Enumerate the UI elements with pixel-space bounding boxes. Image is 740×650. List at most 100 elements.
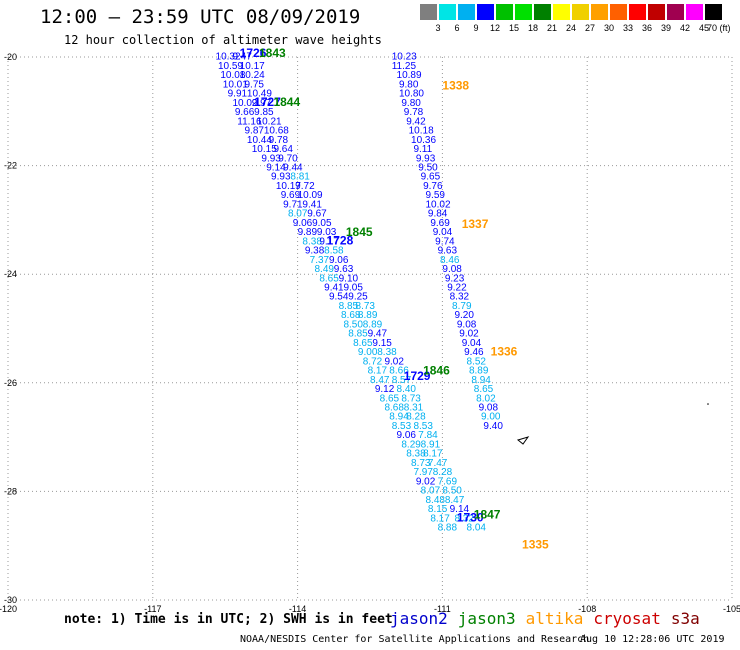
wave-height-value: 8.65: [319, 273, 339, 284]
wave-height-value: 8.28: [406, 412, 426, 423]
wave-height-value: 8.85: [339, 301, 359, 312]
wave-height-value: 10.89: [397, 70, 422, 81]
wave-height-value: 10.02: [232, 98, 257, 109]
wave-height-value: 8.88: [438, 522, 458, 533]
wave-height-value: 9.84: [428, 209, 448, 220]
wave-height-value: 8.73: [356, 301, 376, 312]
wave-height-value: 8.28: [433, 467, 453, 478]
pass-number-label: 1846: [423, 364, 450, 378]
wave-height-value: 8.65: [380, 393, 400, 404]
color-tick-label: 42: [679, 23, 690, 33]
wave-height-value: 8.15: [428, 504, 448, 515]
wave-height-value: 9.06: [293, 218, 313, 229]
legend-item: jason3: [457, 609, 516, 628]
wave-height-value: 9.67: [307, 209, 327, 220]
pass-number-label: 1726: [240, 46, 267, 60]
wave-height-value: 9.22: [447, 282, 467, 293]
legend-item: s3a: [670, 609, 700, 628]
wave-height-value: 9.08: [442, 264, 462, 275]
wave-height-value: 9.04: [433, 227, 453, 238]
wave-height-value: 10.09: [298, 190, 323, 201]
wave-height-value: 9.41: [302, 199, 322, 210]
pass-number-label: 1730: [457, 510, 484, 524]
footer-credit: NOAA/NESDIS Center for Satellite Applica…: [240, 634, 590, 645]
wave-height-value: 8.65: [474, 384, 494, 395]
color-swatch: [534, 4, 551, 20]
small-island: [707, 403, 709, 405]
wave-height-value: 10.59: [218, 61, 243, 72]
wave-height-value: 8.72: [363, 356, 383, 367]
color-tick-label: 27: [584, 23, 595, 33]
wave-height-value: 8.68: [384, 402, 404, 413]
wave-height-value: 11.25: [392, 61, 417, 72]
note-text: note: 1) Time is in UTC; 2) SWH is in fe…: [64, 612, 393, 627]
wave-height-value: 10.68: [264, 126, 289, 137]
wave-height-value: 9.63: [438, 246, 458, 257]
wave-height-value: 8.02: [476, 393, 496, 404]
wave-height-value: 10.80: [399, 89, 424, 100]
color-swatch: [553, 4, 570, 20]
wave-height-value: 9.93: [261, 153, 281, 164]
wave-height-value: 9.78: [269, 135, 289, 146]
wave-height-value: 8.53: [392, 421, 412, 432]
color-tick-label: 3: [435, 23, 441, 33]
wave-height-value: 9.08: [457, 319, 477, 330]
wave-height-value: 8.47: [445, 495, 465, 506]
pass-number-label: 1336: [491, 345, 518, 359]
wave-height-value: 9.06: [329, 255, 349, 266]
y-tick-label: -30: [4, 595, 17, 605]
wave-height-value: 9.59: [426, 190, 446, 201]
color-swatch: [591, 4, 608, 20]
wave-height-value: 9.46: [464, 347, 484, 358]
wave-height-value: 9.14: [450, 504, 470, 515]
map-grid: [7, 56, 733, 601]
wave-height-value: 10.08: [220, 70, 245, 81]
pass-number-label: 1847: [474, 508, 501, 522]
wave-height-value: 9.64: [273, 144, 293, 155]
pass-number-label: 1729: [404, 369, 431, 383]
y-tick-label: -26: [4, 378, 17, 388]
wave-height-value: 8.07: [288, 209, 308, 220]
wave-height-value: 8.91: [421, 439, 441, 450]
color-tick-label: 36: [641, 23, 652, 33]
wave-height-value: 10.15: [252, 144, 277, 155]
wave-height-value: 7.97: [413, 467, 433, 478]
wave-height-value: 9.97: [252, 98, 272, 109]
wave-height-value: 8.04: [467, 522, 487, 533]
x-tick-label: -120: [0, 604, 17, 614]
wave-height-value: 10.01: [223, 79, 248, 90]
color-swatch: [458, 4, 475, 20]
color-tick-label: 45: [698, 23, 709, 33]
y-tick-label: -24: [4, 269, 17, 279]
wave-height-value: 7.37: [310, 255, 330, 266]
color-swatch: [610, 4, 627, 20]
x-tick-label: -108: [578, 604, 596, 614]
wave-height-value: 9.17: [319, 236, 339, 247]
wave-height-value: 9.69: [430, 218, 450, 229]
wave-height-value: 9.40: [483, 421, 503, 432]
pass-number-label: 1844: [273, 95, 300, 109]
wave-height-value: 10.36: [411, 135, 436, 146]
page-title: 12:00 – 23:59 UTC 08/09/2019: [40, 6, 361, 28]
wave-height-value: 10.02: [426, 199, 451, 210]
satellite-legend: jason2 jason3 altika cryosat s3a: [390, 609, 710, 628]
wave-height-value: 9.00: [481, 412, 501, 423]
wave-height-value: 9.89: [298, 227, 318, 238]
pass-number-label: 1728: [327, 233, 354, 247]
wave-height-value: 9.02: [459, 329, 479, 340]
wave-height-value: 8.17: [368, 366, 388, 377]
wave-height-value: 9.87: [245, 126, 265, 137]
color-tick-label: 15: [508, 23, 519, 33]
wave-height-value: 8.17: [430, 513, 450, 524]
wave-height-value: 8.65: [353, 338, 373, 349]
wave-height-value: 9.65: [421, 172, 441, 183]
wave-height-value: 9.85: [254, 107, 274, 118]
wave-height-value: 9.80: [401, 98, 421, 109]
wave-height-value: 8.89: [469, 366, 489, 377]
wave-height-value: 9.03: [317, 227, 337, 238]
wave-height-value: 8.52: [467, 356, 487, 367]
wave-height-value: 8.31: [404, 402, 424, 413]
wave-height-value: 9.70: [278, 153, 298, 164]
wave-height-value: 9.14: [266, 162, 286, 173]
